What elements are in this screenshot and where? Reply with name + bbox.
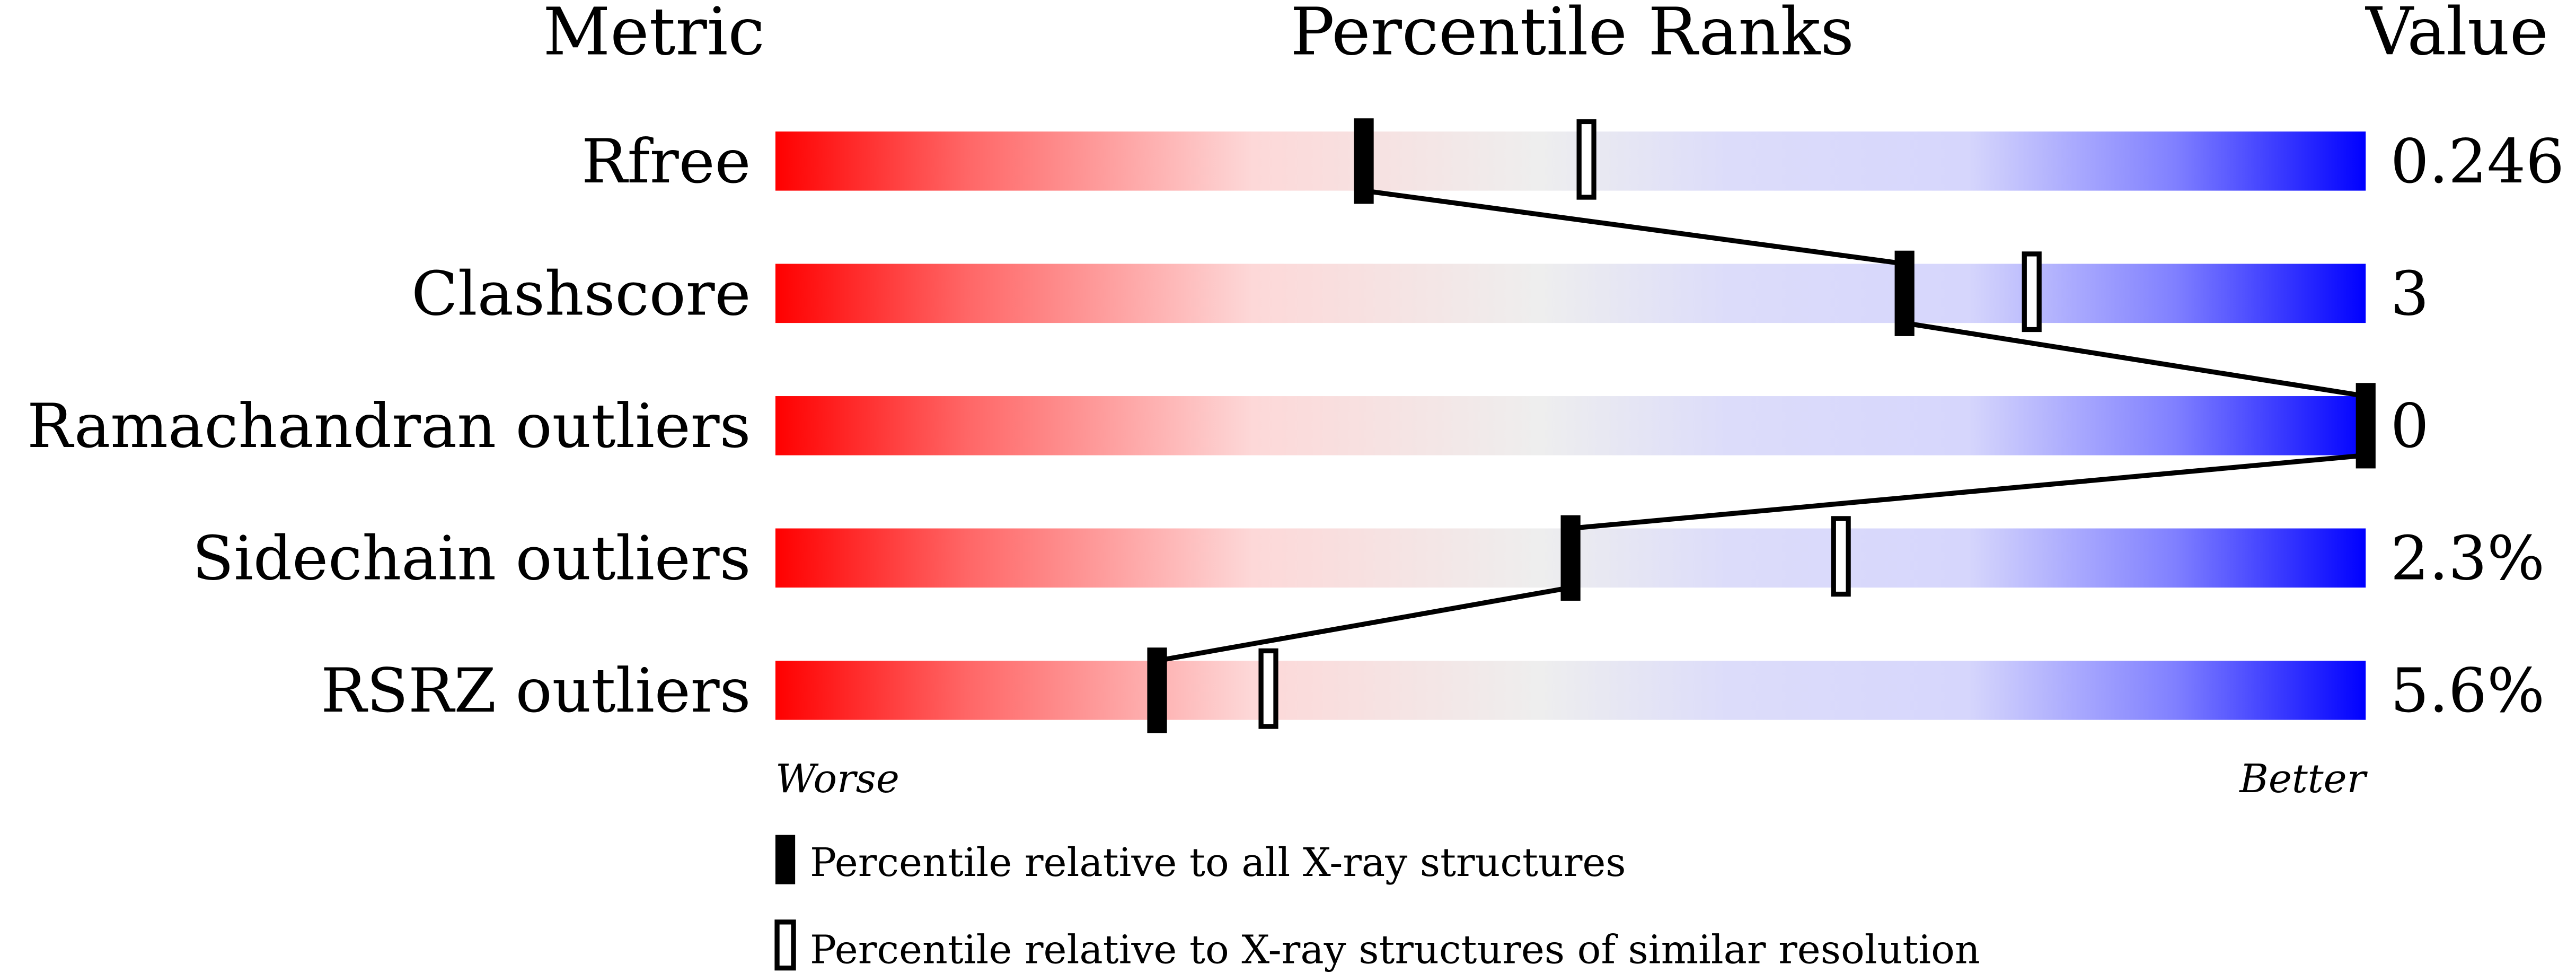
similar-resolution-marker [1831,516,1851,597]
metric-value: 0 [2390,391,2429,462]
percentile-bar [775,264,2366,323]
connector-line [1363,188,1905,267]
percentile-bar [775,661,2366,720]
connector-line [1157,585,1571,663]
connector-line [1904,320,2366,399]
metric-label: Sidechain outliers [192,524,751,594]
similar-resolution-marker [2022,251,2042,332]
all-structures-marker [1354,118,1374,204]
all-structures-marker [1894,250,1915,336]
all-structures-marker [1147,647,1167,733]
all-structures-marker [2356,383,2376,469]
metric-value: 5.6% [2390,656,2545,726]
axis-label-better: Better [2238,756,2368,802]
percentile-bar [775,132,2366,191]
metric-value: 3 [2390,259,2429,330]
all-structures-marker [1560,515,1581,601]
header-metric: Metric [543,0,764,70]
percentile-bar [775,396,2366,455]
connector-line [1570,452,2366,531]
header-percentile-ranks: Percentile Ranks [1290,0,1854,70]
similar-resolution-marker [1258,648,1278,729]
metric-label: Rfree [581,127,751,197]
legend-all: Percentile relative to all X-ray structu… [810,839,1626,886]
metric-label: Ramachandran outliers [27,391,751,462]
header-value: Value [2365,0,2548,70]
legend-similar: Percentile relative to X-ray structures … [810,926,1980,972]
legend-filled-marker-icon [775,835,796,884]
similar-resolution-marker [1576,119,1596,200]
legend-hollow-marker-icon [774,919,796,971]
axis-label-worse: Worse [775,756,899,802]
metric-value: 2.3% [2390,524,2545,594]
metric-label: RSRZ outliers [321,656,751,726]
metric-value: 0.246 [2390,127,2564,197]
metric-label: Clashscore [411,259,751,330]
